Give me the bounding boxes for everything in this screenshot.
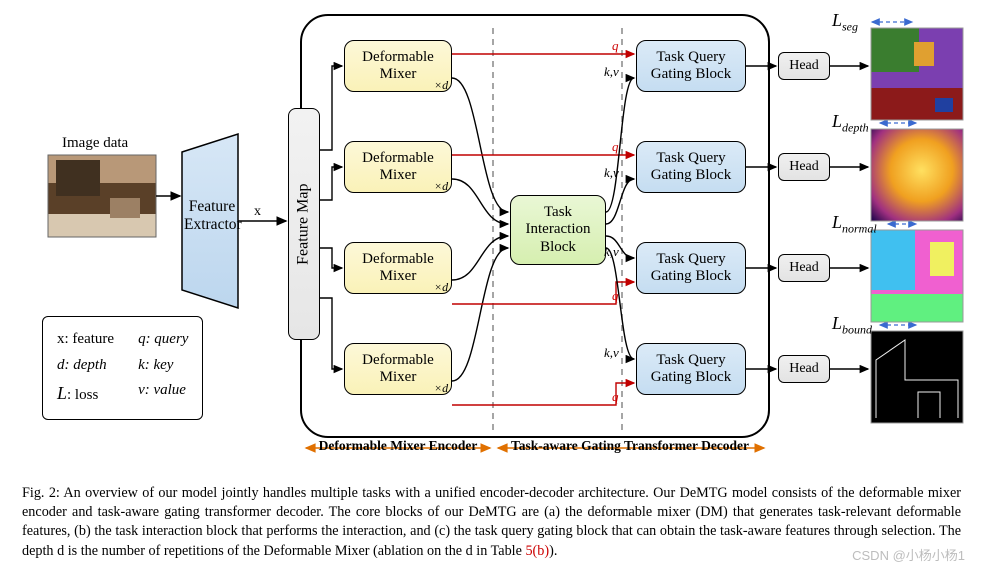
feature-extractor: Feature Extractor — [184, 198, 240, 234]
thumb-input — [48, 155, 156, 237]
caption-text: Fig. 2: An overview of our model jointly… — [22, 485, 961, 559]
thumb-normal — [871, 230, 963, 322]
head-1: Head — [778, 52, 830, 80]
loss-seg: Lseg — [832, 10, 858, 34]
xd-1: ×d — [434, 78, 448, 93]
label-x: x — [254, 204, 261, 220]
kv-4: k,v — [604, 345, 619, 361]
gating-block-1: Task Query Gating Block — [636, 40, 746, 92]
caption-end: ). — [549, 543, 557, 559]
q-4: q — [612, 389, 619, 405]
caption-tableref: 5(b) — [525, 543, 549, 559]
legend-L: L: loss — [57, 378, 114, 409]
kv-1: k,v — [604, 64, 619, 80]
feature-map-label: Feature Map — [295, 183, 313, 264]
feature-map: Feature Map — [288, 108, 320, 340]
gating-block-3: Task Query Gating Block — [636, 242, 746, 294]
q-3: q — [612, 288, 619, 304]
legend-v: v: value — [138, 378, 188, 409]
xd-2: ×d — [434, 179, 448, 194]
legend-x: x: feature — [57, 327, 114, 353]
kv-2: k,v — [604, 165, 619, 181]
task-interaction-block: Task Interaction Block — [510, 195, 606, 265]
loss-depth: Ldepth — [832, 111, 869, 135]
thumb-bound — [871, 331, 963, 423]
legend-k: k: key — [138, 353, 188, 379]
legend-q: q: query — [138, 327, 188, 353]
head-4: Head — [778, 355, 830, 383]
label-image-data: Image data — [62, 135, 128, 152]
loss-normal: Lnormal — [832, 212, 877, 236]
watermark: CSDN @小杨小杨1 — [852, 545, 965, 564]
legend-d: d: depth — [57, 353, 114, 379]
loss-bound: Lbound — [832, 313, 872, 337]
section-encoder: Deformable Mixer Encoder — [318, 438, 478, 454]
figure-architecture: Image data Feature Extractor x Feature M… — [0, 0, 983, 480]
q-2: q — [612, 139, 619, 155]
head-2: Head — [778, 153, 830, 181]
q-1: q — [612, 38, 619, 54]
gating-block-2: Task Query Gating Block — [636, 141, 746, 193]
thumb-seg — [871, 28, 963, 120]
xd-4: ×d — [434, 381, 448, 396]
thumb-depth — [871, 129, 963, 221]
head-3: Head — [778, 254, 830, 282]
xd-3: ×d — [434, 280, 448, 295]
section-decoder: Task-aware Gating Transformer Decoder — [500, 438, 760, 454]
kv-3: k,v — [604, 244, 619, 260]
legend: x: feature q: query d: depth k: key L: l… — [42, 316, 203, 420]
figure-caption: Fig. 2: An overview of our model jointly… — [0, 480, 983, 569]
gating-block-4: Task Query Gating Block — [636, 343, 746, 395]
